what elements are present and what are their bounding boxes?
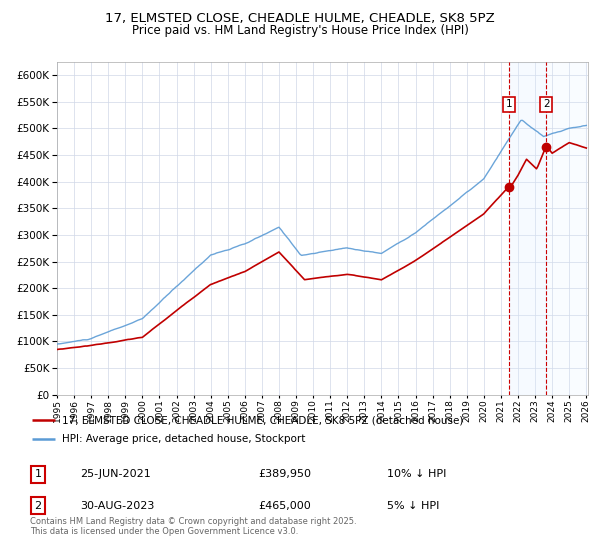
Text: £389,950: £389,950 — [259, 469, 311, 479]
Text: 10% ↓ HPI: 10% ↓ HPI — [387, 469, 446, 479]
Bar — [509, 62, 547, 395]
Text: 17, ELMSTED CLOSE, CHEADLE HULME, CHEADLE, SK8 5PZ: 17, ELMSTED CLOSE, CHEADLE HULME, CHEADL… — [105, 12, 495, 25]
Text: 25-JUN-2021: 25-JUN-2021 — [80, 469, 151, 479]
Text: 2: 2 — [543, 99, 550, 109]
Text: 30-AUG-2023: 30-AUG-2023 — [80, 501, 154, 511]
Text: 1: 1 — [506, 99, 512, 109]
Text: £465,000: £465,000 — [259, 501, 311, 511]
Text: 1: 1 — [34, 469, 41, 479]
Text: HPI: Average price, detached house, Stockport: HPI: Average price, detached house, Stoc… — [62, 435, 305, 445]
Text: 2: 2 — [34, 501, 41, 511]
Text: Price paid vs. HM Land Registry's House Price Index (HPI): Price paid vs. HM Land Registry's House … — [131, 24, 469, 36]
Text: 5% ↓ HPI: 5% ↓ HPI — [387, 501, 439, 511]
Text: 17, ELMSTED CLOSE, CHEADLE HULME, CHEADLE, SK8 5PZ (detached house): 17, ELMSTED CLOSE, CHEADLE HULME, CHEADL… — [62, 415, 463, 425]
Bar — [547, 62, 586, 395]
Text: Contains HM Land Registry data © Crown copyright and database right 2025.
This d: Contains HM Land Registry data © Crown c… — [29, 517, 356, 536]
